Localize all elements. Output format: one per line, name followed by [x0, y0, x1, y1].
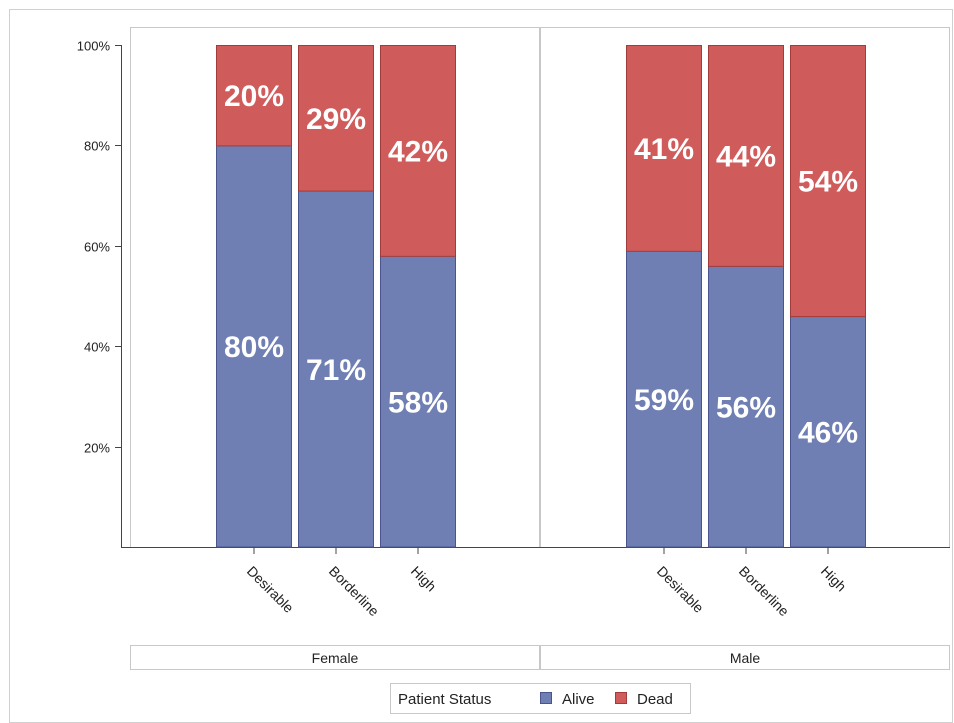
y-tick-label-20: 20%: [84, 441, 110, 456]
seg-label-male-high-dead: 54%: [798, 166, 858, 199]
legend: Patient Status Alive Dead: [390, 683, 691, 714]
bar-male-desirable-dead: [626, 45, 702, 252]
x-tick-label-female-high: High: [408, 563, 440, 595]
bar-female-desirable-dead: [216, 45, 292, 147]
bars: [216, 45, 866, 548]
panel-header-female: [130, 645, 540, 670]
y-tick-label-80: 80%: [84, 139, 110, 154]
bar-male-borderline-dead: [708, 45, 784, 267]
legend-swatch-alive: [540, 692, 552, 704]
legend-title: Patient Status: [398, 691, 491, 708]
bar-female-high-dead: [380, 45, 456, 257]
seg-label-male-borderline-dead: 44%: [716, 140, 776, 173]
bar-male-desirable-alive: [626, 250, 702, 548]
x-tick-label-male-high: High: [818, 563, 850, 595]
seg-label-male-desirable-alive: 59%: [634, 384, 694, 417]
x-axis-ticks: Desirable Borderline High Desirable Borderli…: [244, 547, 850, 619]
legend-swatch-dead: [615, 692, 627, 704]
bar-male-high-dead: [790, 45, 866, 318]
y-tick-label-100: 100%: [77, 39, 111, 54]
seg-label-female-borderline-alive: 71%: [306, 354, 366, 387]
panel-header-male: [540, 645, 950, 670]
y-tick-label-40: 40%: [84, 340, 110, 355]
segment-labels: 80% 20% 71% 29% 58% 42% 59% 41% 56% 44% 46% 54%: [224, 80, 858, 449]
panel-headers: Female Male: [130, 645, 950, 670]
seg-label-female-desirable-dead: 20%: [224, 80, 284, 113]
x-tick-label-female-borderline: Borderline: [326, 563, 383, 620]
x-tick-label-male-desirable: Desirable: [654, 563, 707, 616]
bar-female-high-alive: [380, 255, 456, 548]
seg-label-female-borderline-dead: 29%: [306, 103, 366, 136]
seg-label-female-high-dead: 42%: [388, 135, 448, 168]
bar-male-high-alive: [790, 315, 866, 548]
seg-label-female-desirable-alive: 80%: [224, 331, 284, 364]
bar-female-borderline-dead: [298, 45, 374, 192]
seg-label-male-high-alive: 46%: [798, 417, 858, 450]
y-axis: 20% 40% 60% 80% 100%: [77, 39, 122, 547]
seg-label-male-borderline-alive: 56%: [716, 391, 776, 424]
y-tick-label-60: 60%: [84, 240, 110, 255]
legend-label-dead: Dead: [637, 691, 673, 708]
x-tick-label-male-borderline: Borderline: [736, 563, 793, 620]
seg-label-female-high-alive: 58%: [388, 386, 448, 419]
bar-male-borderline-alive: [708, 265, 784, 548]
x-tick-label-female-desirable: Desirable: [244, 563, 297, 616]
legend-label-alive: Alive: [562, 691, 595, 708]
seg-label-male-desirable-dead: 41%: [634, 133, 694, 166]
bar-female-borderline-alive: [298, 190, 374, 548]
bar-female-desirable-alive: [216, 144, 292, 548]
panel-label-female: Female: [312, 650, 359, 666]
panel-label-male: Male: [730, 650, 761, 666]
